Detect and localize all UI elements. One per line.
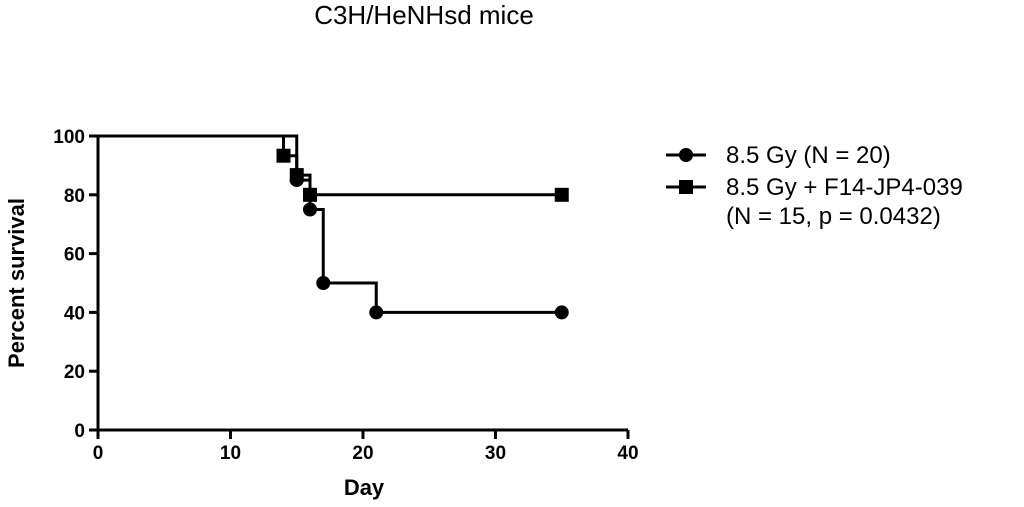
series-1-point bbox=[554, 305, 569, 320]
y-tick-label: 60 bbox=[64, 245, 85, 266]
series-2-point bbox=[276, 148, 291, 163]
legend-label: 8.5 Gy + F14-JP4-039 bbox=[726, 174, 963, 201]
legend-label: 8.5 Gy (N = 20) bbox=[726, 142, 891, 169]
square-marker-icon bbox=[679, 180, 693, 194]
series-markers bbox=[276, 148, 569, 320]
series-1-point bbox=[303, 202, 317, 217]
y-axis-title: Percent survival bbox=[4, 198, 29, 368]
x-tick-label: 0 bbox=[93, 443, 104, 464]
series-1-line bbox=[98, 134, 562, 314]
ticks: 0 10 20 30 40 0 20 40 60 80 100 bbox=[53, 127, 638, 464]
y-tick-label: 80 bbox=[64, 186, 85, 207]
legend-item-series-2: 8.5 Gy + F14-JP4-039 (N = 15, p = 0.0432… bbox=[666, 174, 963, 230]
y-tick-label: 20 bbox=[64, 362, 85, 383]
series-lines bbox=[98, 134, 562, 314]
x-tick-label: 10 bbox=[220, 443, 241, 464]
series-1-point bbox=[369, 305, 384, 320]
legend: 8.5 Gy (N = 20) 8.5 Gy + F14-JP4-039 (N … bbox=[666, 142, 963, 230]
y-tick-label: 40 bbox=[64, 303, 85, 324]
y-tick-label: 0 bbox=[74, 421, 85, 442]
legend-item-series-1: 8.5 Gy (N = 20) bbox=[666, 142, 891, 169]
series-1-point bbox=[316, 276, 331, 290]
legend-label-line2: (N = 15, p = 0.0432) bbox=[726, 203, 941, 230]
x-tick-label: 30 bbox=[485, 443, 506, 464]
series-2-line bbox=[98, 134, 562, 197]
series-2-point bbox=[554, 187, 569, 202]
x-tick-label: 40 bbox=[617, 443, 638, 464]
series-2-point bbox=[289, 168, 304, 183]
x-axis-title: Day bbox=[344, 475, 385, 500]
series-2-point bbox=[303, 187, 317, 202]
circle-marker-icon bbox=[679, 148, 693, 162]
chart-title: C3H/HeNHsd mice bbox=[314, 0, 534, 30]
y-tick-label: 100 bbox=[53, 127, 85, 148]
x-tick-label: 20 bbox=[352, 443, 373, 464]
